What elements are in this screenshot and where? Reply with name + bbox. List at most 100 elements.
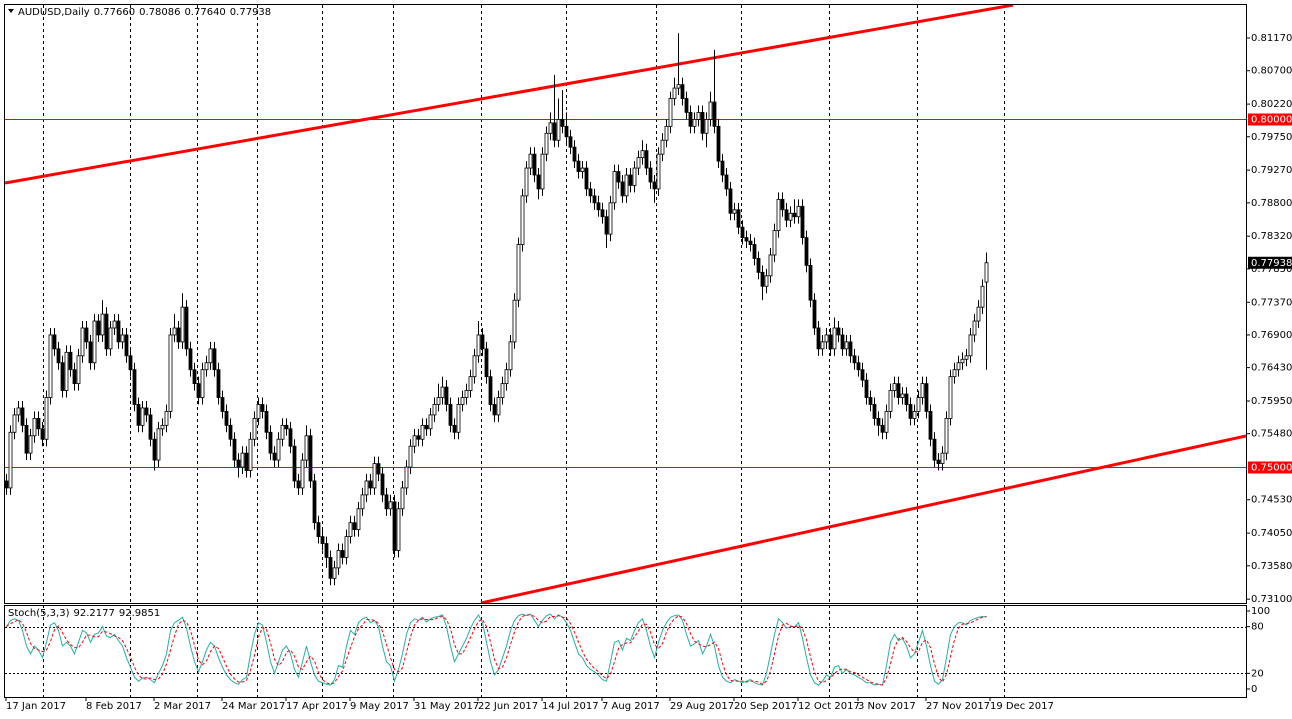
bull-candle (824, 334, 829, 343)
bull-candle (300, 459, 305, 489)
bull-candle (544, 132, 549, 155)
bull-candle (464, 390, 469, 398)
bear-candle (488, 376, 493, 405)
bull-candle (672, 87, 677, 99)
bull-candle (892, 383, 897, 391)
bear-candle (740, 226, 745, 238)
x-tick-label: 29 Aug 2017 (670, 701, 734, 712)
bull-candle (888, 390, 893, 412)
bear-candle (72, 369, 77, 385)
x-tick-label: 19 Dec 2017 (990, 701, 1054, 712)
bull-candle (412, 435, 417, 447)
bull-candle (48, 334, 53, 398)
y-tick-label: 0.77370 (1251, 297, 1292, 308)
bear-candle (908, 404, 913, 419)
quote-close: 0.77938 (230, 7, 271, 18)
bear-candle (452, 424, 457, 433)
bear-candle (936, 459, 941, 464)
y-tick-label: 0.76430 (1251, 363, 1292, 374)
x-tick-label: 27 Nov 2017 (926, 701, 990, 712)
bull-candle (948, 376, 953, 419)
bear-candle (904, 393, 909, 405)
bull-candle (108, 327, 113, 350)
bear-candle (808, 265, 813, 301)
indicator-header: Stoch(5,3,3) 92.2177 92.9851 (8, 608, 160, 619)
x-tick-label: 7 Aug 2017 (602, 701, 660, 712)
bull-candle (660, 139, 665, 155)
bear-candle (852, 355, 857, 364)
bull-candle (624, 174, 629, 197)
quote-low: 0.77640 (184, 7, 225, 18)
bear-candle (684, 98, 689, 113)
bear-candle (136, 404, 141, 426)
bull-candle (540, 153, 545, 190)
bear-candle (828, 334, 833, 350)
bear-candle (228, 424, 233, 440)
bull-candle (820, 341, 825, 350)
bull-candle (112, 320, 117, 329)
bear-candle (868, 397, 873, 405)
y-tick-label: 0.74530 (1251, 495, 1292, 506)
bull-candle (360, 494, 365, 510)
bull-candle (460, 397, 465, 405)
bull-candle (348, 522, 353, 537)
bull-candle (276, 438, 281, 461)
indicator-signal-value: 92.9851 (119, 608, 160, 619)
x-tick-label: 22 Jun 2017 (478, 701, 538, 712)
bear-candle (260, 404, 265, 412)
bull-candle (508, 341, 513, 371)
bull-candle (968, 334, 973, 357)
bear-candle (232, 438, 237, 461)
bull-candle (336, 550, 341, 569)
bear-candle (376, 463, 381, 475)
bull-candle (944, 417, 949, 454)
trendline (5, 5, 1014, 185)
x-tick-label: 31 May 2017 (414, 701, 479, 712)
x-tick-label: 9 May 2017 (350, 701, 409, 712)
bull-candle (984, 262, 989, 283)
bear-candle (688, 112, 693, 127)
x-tick-label: 12 Oct 2017 (798, 701, 860, 712)
bull-candle (612, 171, 617, 204)
bull-candle (520, 195, 525, 245)
bull-candle (972, 320, 977, 336)
y-tick-label: 0.81170 (1251, 33, 1292, 44)
bear-candle (5, 480, 9, 489)
bear-candle (864, 379, 869, 398)
bull-candle (404, 466, 409, 489)
bear-candle (308, 435, 313, 482)
menu-arrow[interactable] (8, 9, 14, 13)
bear-candle (184, 306, 189, 350)
bear-candle (96, 320, 101, 336)
bear-candle (752, 244, 757, 259)
bull-candle (912, 411, 917, 419)
bear-candle (896, 383, 901, 398)
y-tick-label: 20 (1251, 668, 1264, 679)
bull-candle (44, 397, 49, 440)
bear-candle (216, 369, 221, 398)
bear-candle (36, 417, 41, 430)
bear-candle (856, 362, 861, 371)
bear-candle (56, 348, 61, 364)
bull-candle (396, 508, 401, 551)
bull-candle (400, 487, 405, 510)
bear-candle (760, 271, 765, 287)
y-tick-label: 0.73580 (1251, 561, 1292, 572)
bull-candle (8, 431, 13, 489)
bear-candle (616, 171, 621, 183)
bull-candle (64, 351, 69, 391)
y-tick-label: 80 (1251, 622, 1264, 633)
bear-candle (264, 411, 269, 433)
bear-candle (800, 205, 805, 238)
bull-candle (432, 404, 437, 416)
bear-candle (380, 473, 385, 496)
bear-candle (680, 84, 685, 99)
bear-candle (836, 327, 841, 336)
x-tick-label: 2 Mar 2017 (154, 701, 211, 712)
bear-candle (928, 411, 933, 440)
bull-candle (344, 536, 349, 558)
y-tick-label: 0.79270 (1251, 165, 1292, 176)
bull-candle (516, 244, 521, 301)
bear-candle (756, 258, 761, 273)
